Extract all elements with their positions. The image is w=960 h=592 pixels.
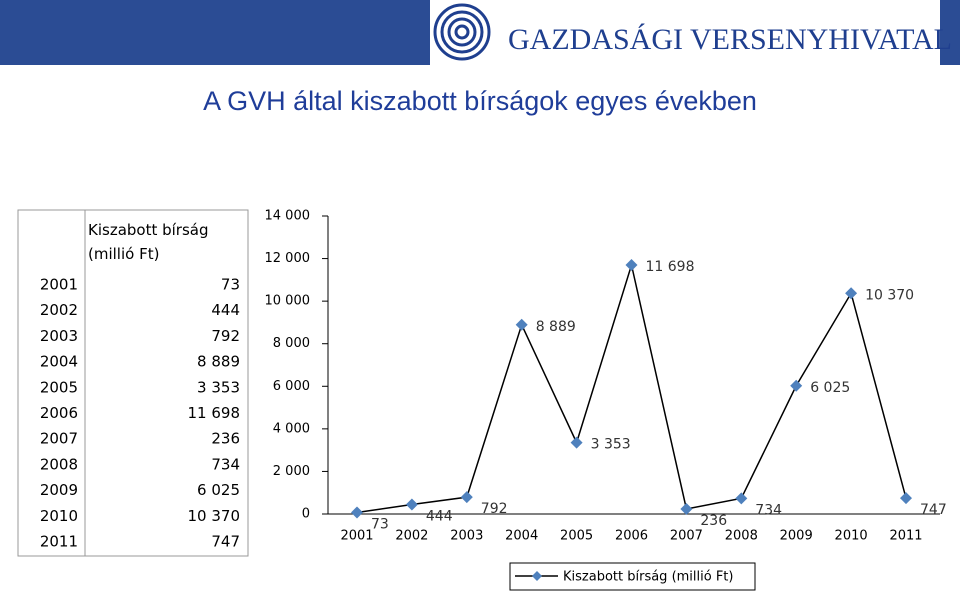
data-label: 10 370 bbox=[865, 287, 914, 303]
y-tick-label: 0 bbox=[302, 507, 310, 522]
table-border bbox=[17, 209, 249, 557]
table-year: 2004 bbox=[40, 353, 78, 371]
table-year: 2003 bbox=[40, 327, 78, 345]
data-label: 3 353 bbox=[591, 437, 631, 453]
x-tick-label: 2003 bbox=[450, 529, 483, 544]
logo-mark bbox=[433, 3, 491, 61]
point bbox=[845, 287, 858, 300]
y-tick-label: 12 000 bbox=[265, 251, 311, 266]
table-value: 747 bbox=[211, 533, 240, 551]
x-tick-label: 2010 bbox=[835, 529, 868, 544]
legend-box bbox=[509, 562, 756, 591]
x-tick-label: 2005 bbox=[560, 529, 593, 544]
data-label: 8 889 bbox=[536, 319, 576, 335]
y-tick-label: 8 000 bbox=[273, 336, 310, 351]
table-year: 2007 bbox=[40, 430, 78, 448]
table-value: 73 bbox=[221, 276, 240, 294]
legend-marker bbox=[532, 571, 542, 581]
point bbox=[405, 498, 418, 511]
point bbox=[735, 492, 748, 505]
data-label: 6 025 bbox=[810, 380, 850, 396]
point bbox=[680, 502, 693, 515]
table-year: 2006 bbox=[40, 404, 78, 422]
table-value: 10 370 bbox=[188, 507, 241, 525]
legend-label: Kiszabott bírság (millió Ft) bbox=[563, 570, 733, 585]
table-header: Kiszabott bírság (millió Ft) bbox=[88, 221, 209, 263]
point bbox=[515, 318, 528, 331]
table-year: 2011 bbox=[40, 533, 78, 551]
table-value: 3 353 bbox=[197, 378, 240, 396]
y-tick-label: 6 000 bbox=[273, 379, 310, 394]
point bbox=[900, 492, 912, 505]
y-tick-label: 2 000 bbox=[273, 464, 310, 479]
point bbox=[460, 491, 473, 504]
table-year: 2008 bbox=[40, 455, 78, 473]
point bbox=[790, 379, 803, 392]
x-tick-label: 2001 bbox=[340, 529, 373, 544]
table-value: 444 bbox=[211, 301, 240, 319]
x-tick-label: 2002 bbox=[395, 529, 428, 544]
x-tick-label: 2011 bbox=[889, 529, 922, 544]
data-label: 747 bbox=[920, 502, 947, 518]
table-value: 8 889 bbox=[197, 353, 240, 371]
slide-title: A GVH által kiszabott bírságok egyes éve… bbox=[203, 86, 757, 116]
table-header-box: Kiszabott bírság (millió Ft) bbox=[88, 221, 209, 263]
table-value: 792 bbox=[211, 327, 240, 345]
x-tick-label: 2008 bbox=[725, 529, 758, 544]
banner bbox=[0, 0, 430, 65]
table-year: 2005 bbox=[40, 378, 78, 396]
point bbox=[625, 258, 638, 271]
y-tick-label: 14 000 bbox=[265, 209, 311, 224]
table-value: 11 698 bbox=[188, 404, 241, 422]
table-value: 6 025 bbox=[197, 481, 240, 499]
logo-text: GAZDASÁGI VERSENYHIVATAL bbox=[508, 23, 952, 56]
table-year: 2001 bbox=[40, 276, 78, 294]
table: Kiszabott bírság (millió Ft) bbox=[17, 209, 249, 557]
point bbox=[351, 506, 363, 519]
x-tick-label: 2007 bbox=[670, 529, 703, 544]
x-tick-label: 2006 bbox=[615, 529, 648, 544]
point bbox=[570, 436, 583, 449]
data-label: 444 bbox=[426, 509, 453, 525]
data-label: 236 bbox=[700, 513, 727, 529]
x-tick-label: 2009 bbox=[780, 529, 813, 544]
data-label: 73 bbox=[371, 516, 389, 532]
table-value: 734 bbox=[211, 455, 240, 473]
table-value: 236 bbox=[211, 430, 240, 448]
table-year: 2010 bbox=[40, 507, 78, 525]
y-tick-label: 4 000 bbox=[273, 421, 310, 436]
y-tick-label: 10 000 bbox=[265, 294, 311, 309]
banner-edge bbox=[940, 0, 960, 65]
table-year: 2002 bbox=[40, 301, 78, 319]
data-label: 11 698 bbox=[646, 259, 695, 275]
data-label: 792 bbox=[481, 501, 508, 517]
data-label: 734 bbox=[755, 502, 782, 518]
x-tick-label: 2004 bbox=[505, 529, 538, 544]
table-year: 2009 bbox=[40, 481, 78, 499]
